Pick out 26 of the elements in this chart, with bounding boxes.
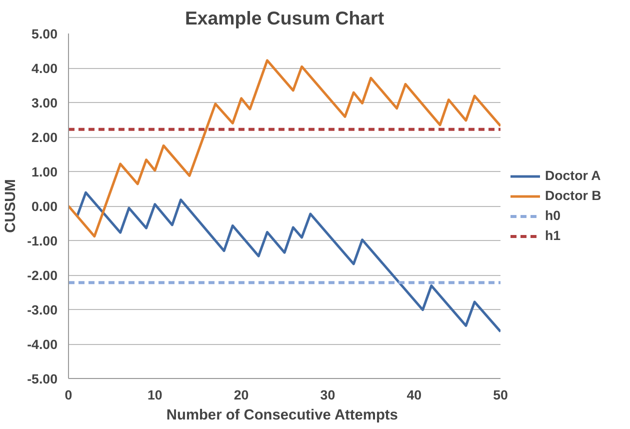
y-tick-label: 3.00 xyxy=(32,96,58,110)
x-tick-label: 40 xyxy=(406,388,422,402)
y-tick-label: -1.00 xyxy=(27,234,58,248)
legend-label: h1 xyxy=(545,228,562,243)
legend-label: Doctor B xyxy=(545,188,602,203)
y-tick-label: -3.00 xyxy=(27,302,58,318)
y-tick-label: 2.00 xyxy=(32,130,58,145)
x-tick-label: 50 xyxy=(493,388,508,402)
y-tick-label: 1.00 xyxy=(32,164,58,180)
chart-title: Example Cusum Chart xyxy=(184,8,384,28)
y-tick-label: -2.00 xyxy=(27,268,58,283)
x-tick-label: 30 xyxy=(320,388,336,402)
y-tick-label: 4.00 xyxy=(32,61,58,76)
x-tick-label: 10 xyxy=(147,388,162,402)
legend-label: h0 xyxy=(545,208,562,223)
line-series xyxy=(76,191,500,333)
x-tick-label: 0 xyxy=(64,388,72,402)
y-axis-title: CUSUM xyxy=(3,179,20,233)
line-series xyxy=(68,59,500,238)
x-tick-label: 20 xyxy=(234,388,249,402)
x-axis-title: Number of Consecutive Attempts xyxy=(166,408,398,424)
y-tick-label: 0.00 xyxy=(32,199,58,214)
y-tick-label: -4.00 xyxy=(27,337,58,352)
legend-label: Doctor A xyxy=(545,168,602,183)
y-tick-label: -5.00 xyxy=(27,372,58,386)
y-tick-label: 5.00 xyxy=(32,26,58,42)
